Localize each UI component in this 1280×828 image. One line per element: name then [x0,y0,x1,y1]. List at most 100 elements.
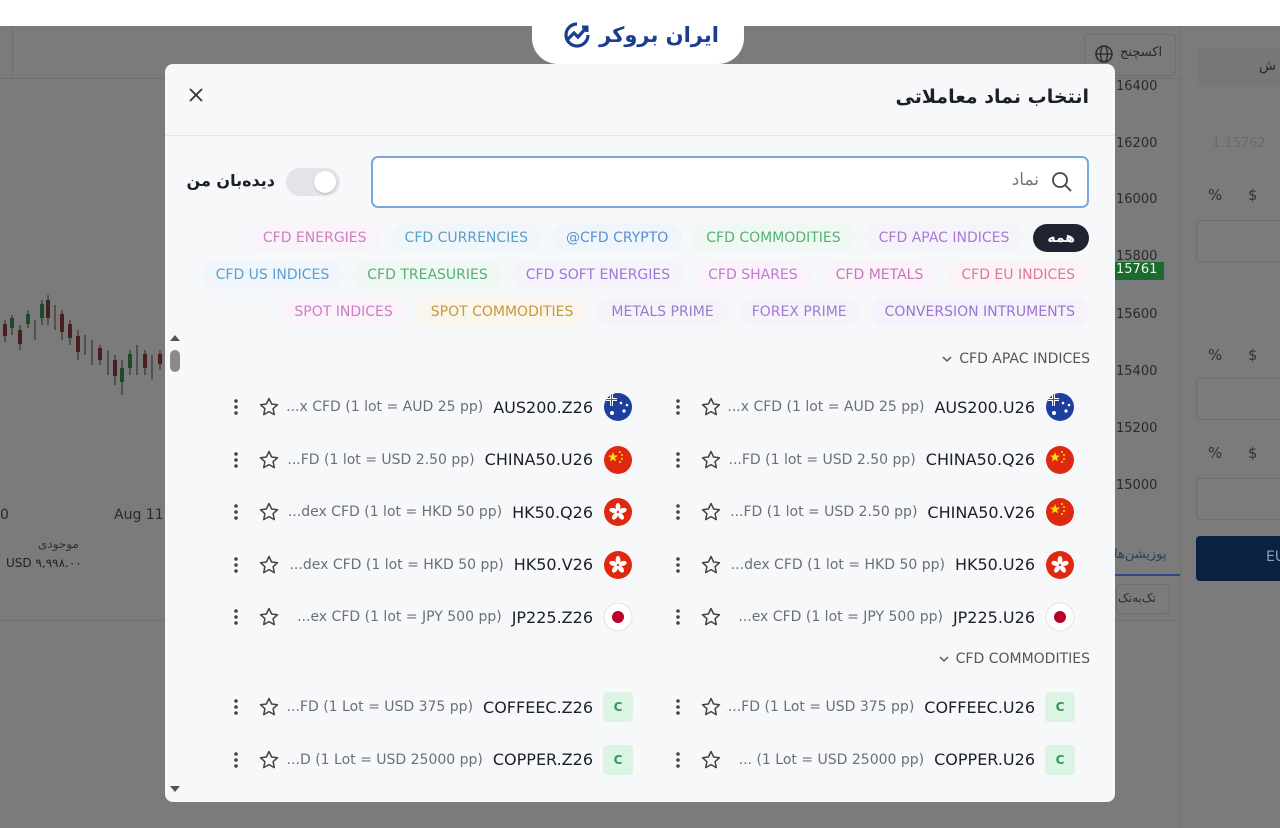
star-button[interactable] [700,749,722,771]
star-button[interactable] [258,749,280,771]
more-button[interactable] [232,450,240,470]
description: ...dex CFD (1 lot = HKD 50 pp) [289,556,504,573]
symbol-row[interactable]: CHINA50.U26 ...FD (1 lot = USD 2.50 pp) [228,440,633,480]
symbol-row[interactable]: AUS200.U26 ...x CFD (1 lot = AUD 25 pp) [670,387,1075,427]
side-label: ش [1259,58,1277,74]
chip-row: CFD EU INDICES CFD METALS CFD SHARES CFD SO… [201,261,1089,289]
symbol-row[interactable]: CHINA50.V26 ...FD (1 lot = USD 2.50 pp) [670,492,1075,532]
flag-icon [604,445,632,474]
filter-chip[interactable]: همه [1033,224,1089,252]
filter-chip[interactable]: FOREX PRIME [737,298,861,326]
star-button[interactable] [700,696,722,718]
tab-positions[interactable]: پوزیشن‌ها [1114,547,1167,562]
more-button[interactable] [232,555,240,575]
more-button[interactable] [674,450,682,470]
filter-chip[interactable]: SPOT INDICES [280,298,407,326]
filter-chip[interactable]: SPOT COMMODITIES [416,298,588,326]
date-label: Aug 11 [114,507,164,523]
tab-box[interactable] [1116,584,1170,614]
star-button[interactable] [700,554,722,576]
filter-chip[interactable]: CFD APAC INDICES [864,224,1024,252]
filter-chip[interactable]: CONVERSION INTRUMENTS [870,298,1089,326]
more-button[interactable] [674,607,682,627]
star-button[interactable] [700,606,722,628]
symbol-row[interactable]: JP225.U26 ...ex CFD (1 lot = JPY 500 pp) [670,597,1075,637]
search-input[interactable] [371,156,1089,208]
symbol-row[interactable]: HK50.Q26 ...dex CFD (1 lot = HKD 50 pp) [228,492,633,532]
symbol-row[interactable]: C COPPER.Z26 ...D (1 Lot = USD 25000 pp) [228,740,633,780]
section-header[interactable]: CFD APAC INDICES [941,351,1090,367]
more-button[interactable] [674,750,682,770]
price-label: 15600 [1116,307,1158,322]
filter-chip[interactable]: CFD TREASURIES [353,261,502,289]
badge-letter: C [613,752,623,767]
filter-chip[interactable]: @CFD CRYPTO [552,224,683,252]
symbol-row[interactable]: HK50.U26 ...dex CFD (1 lot = HKD 50 pp) [670,545,1075,585]
star-button[interactable] [258,554,280,576]
filter-chip[interactable]: CFD CURRENCIES [390,224,543,252]
symbol: HK50.Q26 [512,502,593,522]
watchlist-toggle[interactable] [286,168,340,196]
star-button[interactable] [700,396,722,418]
more-button[interactable] [232,502,240,522]
star-button[interactable] [258,606,280,628]
input-box[interactable] [1196,478,1280,520]
unit-label: % [1208,346,1223,364]
symbol-row[interactable]: JP225.Z26 ...ex CFD (1 lot = JPY 500 pp) [228,597,633,637]
star-button[interactable] [700,449,722,471]
tab-single[interactable]: تک‌به‌تک [1118,591,1156,605]
current-price-badge [1114,262,1164,280]
section-header[interactable]: CFD COMMODITIES [938,651,1090,667]
symbol-row[interactable]: C COFFEEC.U26 ...FD (1 Lot = USD 375 pp) [670,687,1075,727]
unit-label: $ [1248,346,1258,364]
symbol-row[interactable]: AUS200.Z26 ...x CFD (1 lot = AUD 25 pp) [228,387,633,427]
more-button[interactable] [232,697,240,717]
flag-icon [1046,445,1074,474]
flag-icon [1045,602,1075,632]
filter-chip[interactable]: CFD SHARES [694,261,812,289]
symbol-list: CFD APAC INDICES AUS200.U26 ...x CFD (1 lo… [186,335,1100,802]
filter-chip[interactable]: CFD ENERGIES [248,224,381,252]
more-button[interactable] [674,502,682,522]
star-button[interactable] [258,449,280,471]
star-button[interactable] [258,501,280,523]
symbol-row[interactable]: C COFFEEC.Z26 ...FD (1 Lot = USD 375 pp) [228,687,633,727]
more-button[interactable] [232,397,240,417]
star-button[interactable] [258,396,280,418]
more-button[interactable] [674,697,682,717]
price-label: 15400 [1116,364,1158,379]
logo[interactable]: ایران بروکر [560,18,720,52]
symbol-row[interactable]: CHINA50.Q26 ...FD (1 lot = USD 2.50 pp) [670,440,1075,480]
description: ...FD (1 Lot = USD 375 pp) [727,699,915,715]
symbol-row[interactable]: HK50.V26 ...dex CFD (1 lot = HKD 50 pp) [228,545,633,585]
star-button[interactable] [700,501,722,523]
star-button[interactable] [258,696,280,718]
more-button[interactable] [674,397,682,417]
flag-icon [1046,498,1074,526]
filter-chip[interactable]: METALS PRIME [597,298,728,326]
current-price: 15761 [1116,262,1158,277]
badge: C [603,744,633,775]
filter-chip[interactable]: CFD COMMODITIES [692,224,855,252]
more-button[interactable] [232,750,240,770]
tab-underline [1112,574,1180,576]
flag-icon [603,602,633,632]
filter-chip[interactable]: CFD EU INDICES [947,261,1089,289]
more-button[interactable] [232,607,240,627]
chip-row: CONVERSION INTRUMENTS FOREX PRIME METALS P… [280,298,1089,326]
filter-chip[interactable]: CFD US INDICES [201,261,344,289]
filter-chip[interactable]: CFD SOFT ENERGIES [511,261,685,289]
more-button[interactable] [674,555,682,575]
description: ...ex CFD (1 lot = JPY 500 pp) [297,609,502,625]
balance: USD ۹,۹۹۸.۰۰ [6,556,82,570]
input-box[interactable] [1196,220,1280,262]
scrollbar[interactable] [165,332,185,802]
close-button[interactable] [187,86,205,104]
symbol-row[interactable]: C COPPER.U26 ... (1 Lot = USD 25000 pp) [670,740,1075,780]
filter-chip[interactable]: CFD METALS [821,261,938,289]
trade-button[interactable] [1196,536,1280,581]
exchange-box[interactable] [1084,34,1176,76]
candles [3,295,162,395]
input-box[interactable] [1198,48,1280,86]
input-box[interactable] [1196,378,1280,420]
